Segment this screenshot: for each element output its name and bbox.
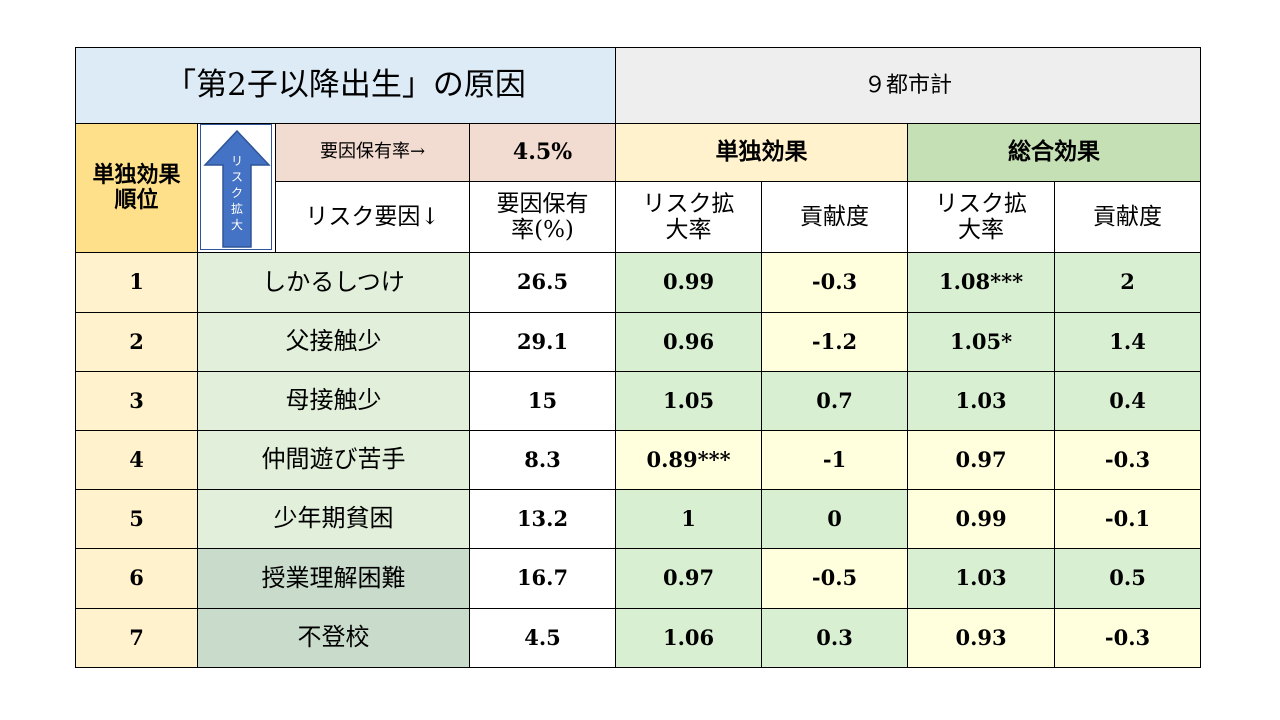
header-row-2: リスク要因↓ 要因保有 率(%) リスク拡 大率 貢献度 リスク拡 大率 貢献度: [76, 181, 1202, 253]
factor-cell: 不登校: [197, 608, 470, 668]
rate-cell: 26.5: [468, 252, 617, 313]
risk-arrow-cell: リスク拡大: [197, 123, 276, 253]
up-arrow-icon: [203, 129, 271, 248]
solo-ratio-cell: 0.89***: [615, 430, 763, 490]
total-ratio-cell: 0.99: [907, 489, 1056, 549]
total-contrib-cell: 0.4: [1054, 371, 1202, 431]
solo-ratio-cell: 0.97: [615, 548, 763, 609]
solo-contribution-header: 貢献度: [761, 181, 909, 253]
rank-cell: 3: [75, 371, 198, 431]
total-risk-ratio-text: リスク拡 大率: [935, 190, 1028, 243]
rank-cell: 2: [75, 312, 198, 372]
factor-cell: 授業理解困難: [197, 548, 470, 609]
solo-ratio-cell: 1.06: [615, 608, 763, 668]
holding-rate-value: 4.5%: [468, 123, 617, 182]
rate-cell: 15: [468, 371, 617, 431]
factor-cell: しかるしつけ: [197, 252, 470, 313]
risk-factor-label: リスク要因↓: [275, 181, 470, 253]
total-ratio-cell: 1.05*: [907, 312, 1056, 372]
solo-contrib-cell: -0.5: [761, 548, 909, 609]
solo-ratio-cell: 0.99: [615, 252, 763, 313]
total-ratio-cell: 0.97: [907, 430, 1056, 490]
rank-header: 単独効果 順位: [75, 123, 198, 253]
rate-cell: 16.7: [468, 548, 617, 609]
table-row: 4 仲間遊び苦手 8.3 0.89*** -1 0.97 -0.3: [75, 430, 1202, 490]
city-label: ９都市計: [615, 47, 1202, 124]
table-title: 「第2子以降出生」の原因: [74, 47, 617, 124]
rate-cell: 13.2: [468, 489, 617, 549]
solo-contrib-cell: -1: [761, 430, 909, 490]
total-contrib-cell: 2: [1054, 252, 1202, 313]
header-row-1: 単独効果 順位 リスク拡大 要因保有率→ 4.5% 単独効果 総合効果: [75, 123, 1202, 253]
total-ratio-cell: 1.03: [907, 371, 1056, 431]
rank-cell: 4: [75, 430, 198, 490]
solo-contrib-cell: -1.2: [761, 312, 909, 372]
total-ratio-cell: 0.93: [907, 608, 1056, 668]
solo-contrib-cell: 0.7: [761, 371, 909, 431]
rate-cell: 4.5: [468, 608, 617, 668]
title-row: 「第2子以降出生」の原因 ９都市計: [74, 47, 1202, 124]
rank-header-label: 単独効果 順位: [92, 161, 181, 213]
solo-contrib-cell: 0.3: [761, 608, 909, 668]
arrow-label: リスク拡大: [230, 154, 243, 232]
rate-cell: 29.1: [468, 312, 617, 372]
table-row: 2 父接触少 29.1 0.96 -1.2 1.05* 1.4: [75, 312, 1202, 372]
total-ratio-cell: 1.08***: [907, 252, 1056, 313]
rank-cell: 7: [75, 608, 198, 668]
risk-factor-table: 「第2子以降出生」の原因 ９都市計 単独効果 順位 リスク拡大 要因保有率→ 4…: [74, 47, 1202, 668]
rank-cell: 6: [75, 548, 198, 609]
table-row: 6 授業理解困難 16.7 0.97 -0.5 1.03 0.5: [75, 548, 1202, 609]
solo-risk-ratio-header: リスク拡 大率: [615, 181, 763, 253]
table-row: 3 母接触少 15 1.05 0.7 1.03 0.4: [75, 371, 1202, 431]
rate-cell: 8.3: [468, 430, 617, 490]
solo-ratio-cell: 0.96: [615, 312, 763, 372]
solo-effect-header: 単独効果: [615, 123, 909, 182]
total-ratio-cell: 1.03: [907, 548, 1056, 609]
rank-cell: 1: [75, 252, 198, 313]
risk-arrow-box: リスク拡大: [200, 124, 272, 250]
total-risk-ratio-header: リスク拡 大率: [907, 181, 1056, 253]
solo-contrib-cell: 0: [761, 489, 909, 549]
factor-cell: 母接触少: [197, 371, 470, 431]
solo-contrib-cell: -0.3: [761, 252, 909, 313]
factor-cell: 仲間遊び苦手: [197, 430, 470, 490]
total-contrib-cell: -0.1: [1054, 489, 1202, 549]
holding-rate-label: 要因保有率→: [275, 123, 470, 182]
holding-rate-pct-text: 要因保有 率(%): [496, 190, 589, 243]
total-contrib-cell: -0.3: [1054, 430, 1202, 490]
solo-risk-ratio-text: リスク拡 大率: [642, 190, 735, 243]
rank-cell: 5: [75, 489, 198, 549]
solo-ratio-cell: 1.05: [615, 371, 763, 431]
solo-ratio-cell: 1: [615, 489, 763, 549]
table-row: 7 不登校 4.5 1.06 0.3 0.93 -0.3: [75, 608, 1202, 668]
factor-cell: 少年期貧困: [197, 489, 470, 549]
table-row: 1 しかるしつけ 26.5 0.99 -0.3 1.08*** 2: [75, 252, 1202, 313]
total-effect-header: 総合効果: [907, 123, 1202, 182]
holding-rate-pct-header: 要因保有 率(%): [468, 181, 617, 253]
factor-cell: 父接触少: [197, 312, 470, 372]
total-contrib-cell: -0.3: [1054, 608, 1202, 668]
total-contrib-cell: 0.5: [1054, 548, 1202, 609]
table-row: 5 少年期貧困 13.2 1 0 0.99 -0.1: [75, 489, 1202, 549]
total-contrib-cell: 1.4: [1054, 312, 1202, 372]
total-contribution-header: 貢献度: [1054, 181, 1202, 253]
